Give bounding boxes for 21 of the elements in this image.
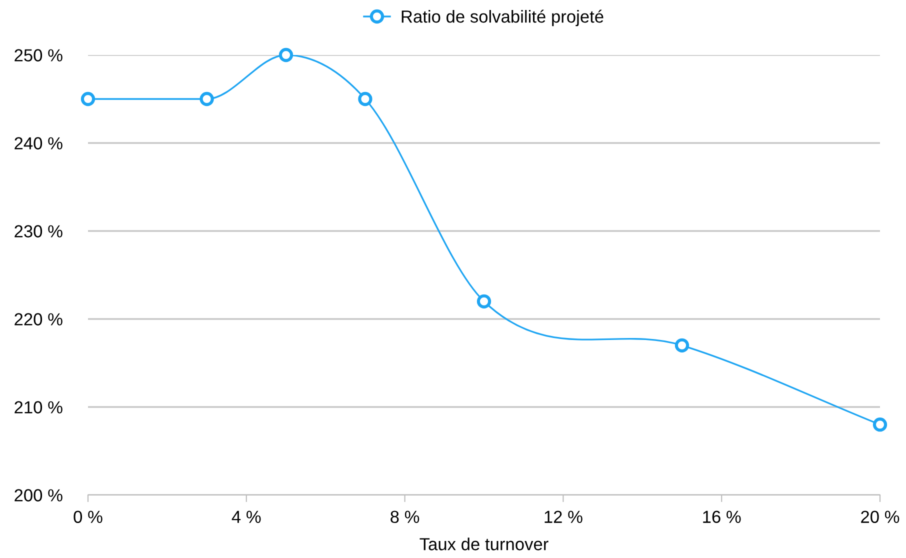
point [278,48,294,62]
x-tick-label: 16 % [703,510,741,524]
y-tick-label: 220 % [14,313,62,326]
x-tick-label: 8 % [390,510,420,524]
x-tick-label: 12 % [544,510,582,523]
y-tick-label: 200 % [14,489,62,502]
x-tick-label: 4 % [232,510,261,523]
point [872,418,888,432]
y-tick-label: 250 % [14,49,62,62]
point [358,92,372,106]
x-tick-label: 20 % [861,510,900,524]
y-tick-label: 230 % [14,225,62,238]
x-axis-title: Taux de turnover [420,538,548,550]
point [476,294,492,308]
point [674,338,690,352]
legend-label: Ratio de solvabilité projeté [402,10,604,26]
point [80,92,96,106]
y-tick-label: 210 % [14,401,62,414]
y-tick-label: 240 % [14,137,62,150]
x-tick-label: 0 % [74,510,102,524]
point [200,92,214,106]
